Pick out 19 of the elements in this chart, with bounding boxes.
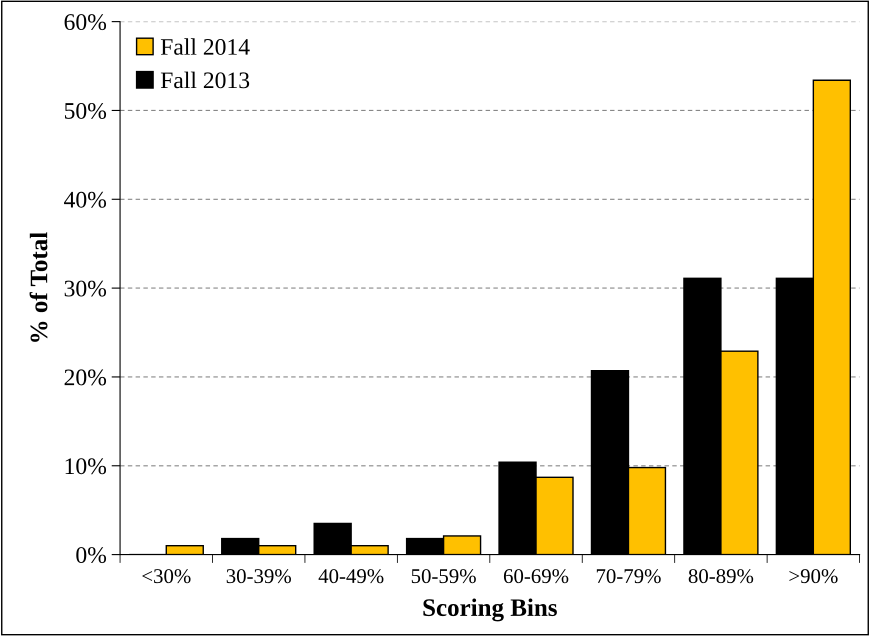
y-tick-label: 30% bbox=[64, 280, 106, 297]
y-axis-title: % of Total bbox=[30, 232, 48, 342]
legend-label: Fall 2013 bbox=[160, 72, 250, 88]
x-tick-label: 30-39% bbox=[226, 569, 291, 584]
x-tick-label: 40-49% bbox=[318, 569, 384, 584]
x-tick-label: >90% bbox=[789, 569, 838, 584]
y-tick-label: 20% bbox=[64, 369, 106, 386]
y-tick-label: 50% bbox=[64, 102, 106, 119]
y-tick-label: 0% bbox=[76, 547, 106, 564]
x-tick-label: 60-69% bbox=[504, 569, 568, 584]
y-tick-label: 40% bbox=[64, 192, 106, 208]
x-tick-label: <30% bbox=[142, 569, 191, 584]
x-axis-title: Scoring Bins bbox=[423, 598, 557, 622]
y-tick-label: 60% bbox=[64, 14, 106, 30]
legend-label: Fall 2014 bbox=[160, 38, 250, 55]
y-tick-label: 10% bbox=[66, 458, 106, 474]
x-tick-label: 70-79% bbox=[596, 569, 661, 584]
x-tick-label: 80-89% bbox=[688, 569, 754, 584]
x-tick-label: 50-59% bbox=[412, 569, 476, 584]
